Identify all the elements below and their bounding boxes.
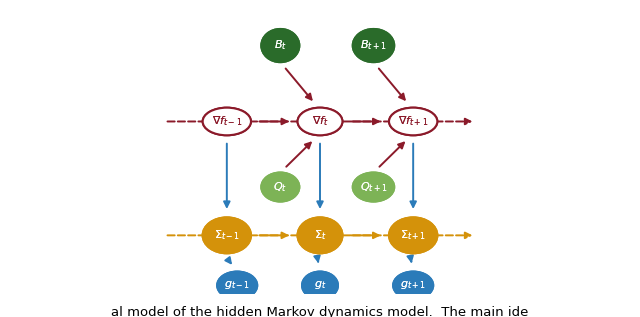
Ellipse shape	[389, 108, 437, 135]
Text: $g_{t+1}$: $g_{t+1}$	[400, 279, 426, 291]
Ellipse shape	[298, 108, 342, 135]
Text: $g_{t+1}$: $g_{t+1}$	[400, 279, 426, 291]
Text: $g_t$: $g_t$	[314, 279, 326, 291]
Ellipse shape	[203, 108, 251, 135]
Text: $B_{t+1}$: $B_{t+1}$	[360, 39, 387, 52]
Ellipse shape	[389, 217, 437, 253]
Text: $g_{t-1}$: $g_{t-1}$	[224, 279, 250, 291]
Text: $\Sigma_{t+1}$: $\Sigma_{t+1}$	[400, 229, 426, 242]
Ellipse shape	[302, 272, 338, 299]
Text: $\Sigma_{t-1}$: $\Sigma_{t-1}$	[214, 229, 240, 242]
Text: $B_{t+1}$: $B_{t+1}$	[360, 39, 387, 52]
Ellipse shape	[353, 29, 394, 62]
Text: $Q_{t+1}$: $Q_{t+1}$	[360, 180, 387, 194]
Text: $g_t$: $g_t$	[314, 279, 326, 291]
Text: al model of the hidden Markov dynamics model.  The main ide: al model of the hidden Markov dynamics m…	[111, 307, 529, 317]
Ellipse shape	[217, 272, 257, 299]
Ellipse shape	[261, 29, 300, 62]
Text: $\nabla f_{t}$: $\nabla f_{t}$	[312, 114, 328, 128]
Text: $\Sigma_{t-1}$: $\Sigma_{t-1}$	[214, 229, 240, 242]
Text: $Q_{t+1}$: $Q_{t+1}$	[360, 180, 387, 194]
Text: $\Sigma_t$: $\Sigma_t$	[314, 229, 326, 242]
Text: $Q_t$: $Q_t$	[273, 180, 287, 194]
Ellipse shape	[389, 108, 437, 135]
Ellipse shape	[217, 272, 257, 299]
Text: $\nabla f_{t-1}$: $\nabla f_{t-1}$	[212, 114, 242, 128]
Text: $\nabla f_{t+1}$: $\nabla f_{t+1}$	[398, 114, 428, 128]
Ellipse shape	[353, 172, 394, 202]
Text: $\Sigma_{t+1}$: $\Sigma_{t+1}$	[400, 229, 426, 242]
Ellipse shape	[261, 172, 300, 202]
Text: $\nabla f_{t-1}$: $\nabla f_{t-1}$	[212, 114, 242, 128]
Ellipse shape	[298, 108, 342, 135]
Ellipse shape	[203, 217, 251, 253]
Ellipse shape	[298, 217, 342, 253]
Ellipse shape	[203, 108, 251, 135]
Text: $\Sigma_t$: $\Sigma_t$	[314, 229, 326, 242]
Ellipse shape	[261, 172, 300, 202]
Text: $B_t$: $B_t$	[274, 39, 287, 52]
Ellipse shape	[393, 272, 433, 299]
Ellipse shape	[203, 217, 251, 253]
Ellipse shape	[302, 272, 338, 299]
Ellipse shape	[353, 172, 394, 202]
Text: $\nabla f_{t+1}$: $\nabla f_{t+1}$	[398, 114, 428, 128]
Text: $g_{t-1}$: $g_{t-1}$	[224, 279, 250, 291]
Ellipse shape	[261, 29, 300, 62]
Ellipse shape	[298, 217, 342, 253]
Text: $B_t$: $B_t$	[274, 39, 287, 52]
Ellipse shape	[393, 272, 433, 299]
Text: $Q_t$: $Q_t$	[273, 180, 287, 194]
Ellipse shape	[353, 29, 394, 62]
Ellipse shape	[389, 217, 437, 253]
Text: $\nabla f_{t}$: $\nabla f_{t}$	[312, 114, 328, 128]
